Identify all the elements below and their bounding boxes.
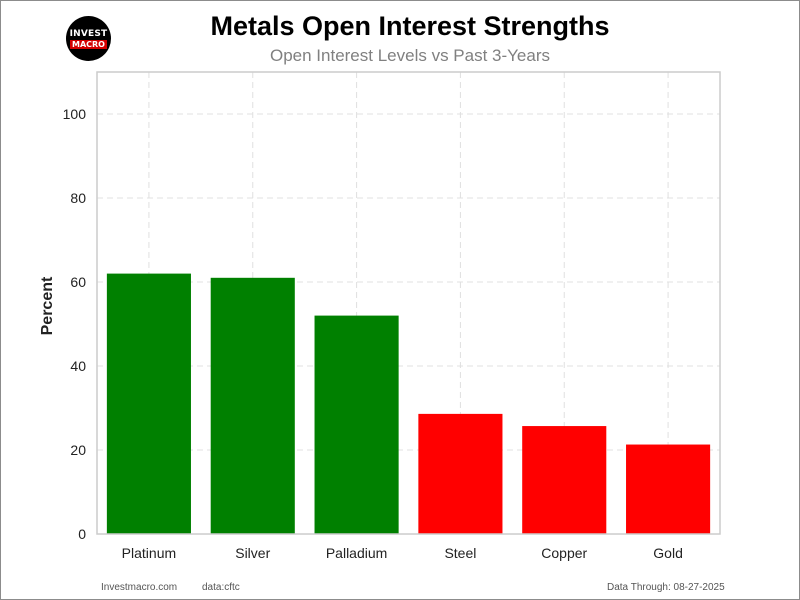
x-tick-label: Steel: [444, 545, 476, 561]
y-tick-label: 20: [70, 442, 86, 458]
chart-title: Metals Open Interest Strengths: [210, 11, 610, 41]
footer-site: Investmacro.com: [101, 582, 178, 593]
chart-subtitle: Open Interest Levels vs Past 3-Years: [269, 46, 551, 65]
y-tick-label: 0: [78, 526, 86, 542]
bar-platinum: [106, 273, 191, 534]
bar-gold: [626, 444, 711, 534]
y-tick-label: 80: [70, 190, 86, 206]
x-tick-label: Silver: [235, 545, 270, 561]
bar-palladium: [314, 315, 399, 534]
bar-steel: [418, 413, 503, 534]
y-tick-label: 100: [63, 106, 87, 122]
bar-silver: [210, 277, 295, 534]
bar-copper: [522, 426, 607, 534]
x-tick-label: Palladium: [326, 545, 387, 561]
x-tick-label: Copper: [541, 545, 587, 561]
y-axis-label: Percent: [39, 276, 56, 335]
footer-source: data:cftc: [202, 582, 240, 593]
x-tick-label: Gold: [653, 545, 683, 561]
logo-text-top: INVEST: [69, 28, 108, 39]
footer-date: Data Through: 08-27-2025: [607, 582, 725, 593]
x-tick-label: Platinum: [122, 545, 176, 561]
y-tick-label: 40: [70, 358, 86, 374]
logo-text-bottom: MACRO: [70, 39, 107, 49]
investmacro-logo: INVEST MACRO: [66, 16, 111, 61]
plot-border: [96, 71, 721, 535]
y-tick-label: 60: [70, 274, 86, 290]
